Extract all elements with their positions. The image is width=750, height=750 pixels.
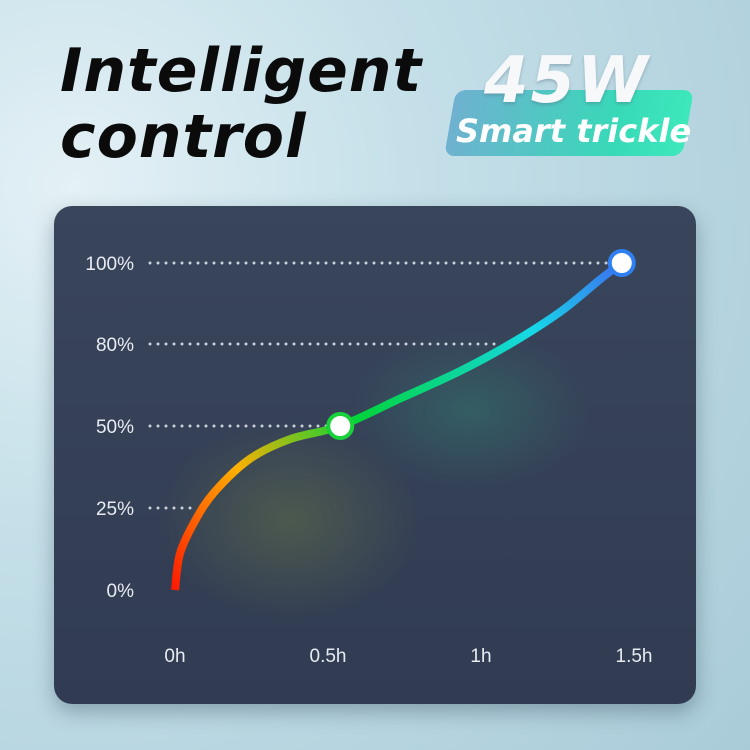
title-line-2: control <box>60 102 307 172</box>
glow-cool <box>350 330 590 490</box>
x-tick-label: 0h <box>164 646 185 667</box>
title-line-1: Intelligent <box>60 36 423 106</box>
y-tick-label: 80% <box>96 335 134 356</box>
x-tick-label: 0.5h <box>310 646 347 667</box>
y-tick-label: 50% <box>96 417 134 438</box>
y-tick-label: 100% <box>85 254 134 275</box>
glow-warm <box>160 420 420 620</box>
y-tick-label: 0% <box>107 581 135 602</box>
y-tick-label: 25% <box>96 499 134 520</box>
x-tick-label: 1.5h <box>616 646 653 667</box>
x-tick-label: 1h <box>470 646 491 667</box>
mode-label: Smart trickle <box>456 112 692 150</box>
curve-marker <box>326 412 355 440</box>
page-title: Intelligent control <box>60 38 422 170</box>
curve-marker <box>607 249 636 277</box>
power-label: 45W <box>484 44 650 118</box>
